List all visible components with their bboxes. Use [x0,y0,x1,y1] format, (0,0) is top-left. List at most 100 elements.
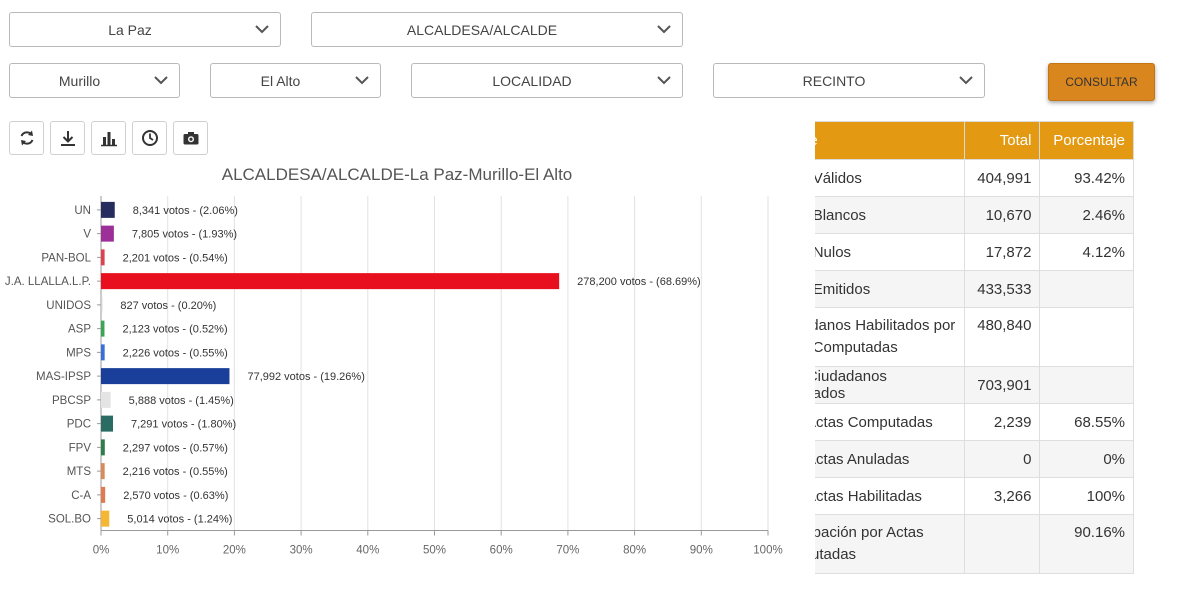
bar[interactable] [101,344,105,361]
bar[interactable] [101,201,115,218]
consultar-button[interactable]: CONSULTAR [1048,63,1155,101]
localidad-select[interactable]: LOCALIDAD [411,63,683,98]
bar[interactable] [101,320,105,337]
chart-title: ALCALDESA/ALCALDE-La Paz-Murillo-El Alto [221,165,573,184]
chart-type-button[interactable] [91,121,126,155]
localidad-value: LOCALIDAD [492,72,572,89]
x-tick-label: 10% [156,545,179,557]
data-label: 5,888 votos - (1.45%) [129,395,234,407]
bar[interactable] [101,486,106,503]
data-label: 77,992 votos - (19.26%) [247,371,364,383]
data-label: 5,014 votos - (1.24%) [127,514,232,526]
category-label: MPS [66,347,91,359]
refresh-button[interactable] [9,121,44,155]
bar[interactable] [101,415,114,432]
category-label: FPV [69,442,92,454]
refresh-icon [20,130,33,146]
data-label: 7,291 votos - (1.80%) [131,419,236,431]
category-label: UN [74,205,91,217]
total-cell: 0 [963,440,1041,478]
total-cell: 703,901 [963,366,1041,404]
detalle-cell: Total Ciudadanos Habilitados [815,366,965,404]
provincia-select[interactable]: Murillo [9,63,180,98]
chevron-down-icon [657,25,671,34]
results-table: Detalle Total Porcentaje Votos Válidos40… [815,121,1134,574]
bar[interactable] [101,273,560,290]
x-tick-label: 60% [490,545,513,557]
detalle-cell: Participación por Actas Computadas [815,514,965,574]
results-table-panel: Detalle Total Porcentaje Votos Válidos40… [815,121,1187,576]
table-row: Total Ciudadanos Habilitados703,901 [815,366,1134,404]
bar[interactable] [101,368,230,385]
cargo-value: ALCALDESA/ALCALDE [406,21,558,38]
data-label: 827 votos - (0.20%) [120,300,216,312]
bar-chart-icon [100,132,117,147]
detalle-cell: Ciudadanos Habilitados por Actas Computa… [815,307,965,367]
screenshot-button[interactable] [173,121,208,155]
data-label: 7,805 votos - (1.93%) [132,229,237,241]
porcentaje-cell: 0% [1039,440,1134,478]
bar[interactable] [101,510,110,527]
porcentaje-cell: 4.12% [1039,233,1134,271]
category-label: C-A [71,490,91,502]
departamento-value: La Paz [108,21,152,38]
total-cell: 17,872 [963,233,1041,271]
category-label: J.A. LLALLA.L.P. [5,276,91,288]
camera-icon [183,132,198,145]
chevron-down-icon [255,25,269,34]
x-tick-label: 40% [356,545,379,557]
detalle-cell: Total Actas Computadas [815,403,965,441]
total-cell: 2,239 [963,403,1041,441]
chevron-down-icon [355,76,369,85]
municipio-select[interactable]: El Alto [210,63,381,98]
bar[interactable] [101,439,105,456]
detalle-cell: Total Actas Anuladas [815,440,965,478]
provincia-value: Murillo [58,72,101,89]
porcentaje-cell [1039,366,1134,404]
category-label: PAN-BOL [41,252,91,264]
bar[interactable] [101,391,111,408]
recinto-select[interactable]: RECINTO [713,63,985,98]
porcentaje-cell [1039,307,1134,367]
data-label: 2,216 votos - (0.55%) [123,466,228,478]
chevron-down-icon [154,76,168,85]
data-label: 2,226 votos - (0.55%) [123,347,228,359]
x-tick-label: 0% [93,545,110,557]
bar[interactable] [101,249,105,266]
detalle-cell: Total Actas Habilitadas [815,477,965,515]
x-tick-label: 100% [753,545,782,557]
data-label: 2,297 votos - (0.57%) [123,442,228,454]
category-label: PDC [67,419,91,431]
bar-chart: 0% 10% 20% 30% 40% 50% 60% 70% 80% 90% 100% UN 8,341… [5,196,783,557]
category-label: SOL.BO [48,514,91,526]
porcentaje-cell: 2.46% [1039,196,1134,234]
x-tick-label: 90% [690,545,713,557]
category-label: V [83,229,91,241]
detalle-cell: Votos Nulos [815,233,965,271]
data-label: 8,341 votos - (2.06%) [133,205,238,217]
recinto-value: RECINTO [802,72,866,89]
bar[interactable] [101,225,114,242]
header-porcentaje: Porcentaje [1039,121,1134,160]
x-tick-label: 20% [223,545,246,557]
porcentaje-cell: 90.16% [1039,514,1134,574]
detalle-cell: Votos Válidos [815,159,965,197]
total-cell: 480,840 [963,307,1041,367]
porcentaje-cell: 68.55% [1039,403,1134,441]
bar[interactable] [101,463,105,480]
download-button[interactable] [50,121,85,155]
category-label: UNIDOS [46,300,91,312]
history-button[interactable] [132,121,167,155]
cargo-select[interactable]: ALCALDESA/ALCALDE [311,12,683,47]
porcentaje-cell [1039,270,1134,308]
header-total: Total [963,121,1041,160]
total-cell [963,514,1041,574]
detalle-cell: Votos Blancos [815,196,965,234]
data-label: 2,570 votos - (0.63%) [123,490,228,502]
total-cell: 404,991 [963,159,1041,197]
departamento-select[interactable]: La Paz [9,12,281,47]
bar[interactable] [101,296,103,313]
